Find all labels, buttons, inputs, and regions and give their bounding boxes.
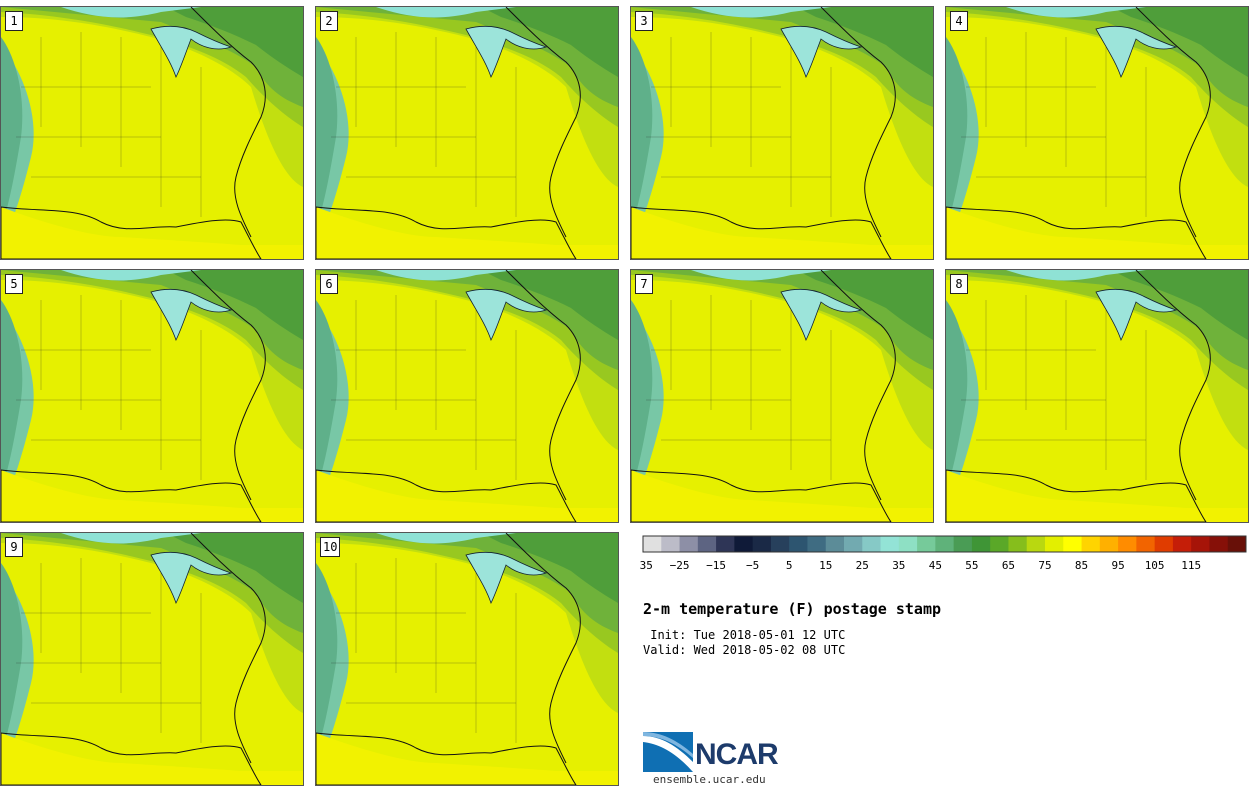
member-panel-6: 6 [315, 269, 619, 523]
colorbar-swatch [679, 536, 699, 552]
colorbar-swatch [643, 536, 662, 552]
colorbar-swatch [716, 536, 735, 552]
colorbar-tick-label: 35 [892, 559, 905, 572]
colorbar-swatch [752, 536, 772, 552]
colorbar-tick-label: 105 [1145, 559, 1165, 572]
panel-label: 10 [320, 537, 341, 557]
colorbar-swatch [953, 536, 973, 552]
figure-title: 2-m temperature (F) postage stamp [643, 600, 942, 618]
colorbar-swatch [1191, 536, 1210, 552]
member-panel-4: 4 [945, 6, 1249, 260]
colorbar-tick-label: 75 [1038, 559, 1051, 572]
member-panel-2: 2 [315, 6, 619, 260]
colorbar-swatch [880, 536, 900, 552]
colorbar-swatch [971, 536, 991, 552]
member-panel-3: 3 [630, 6, 934, 260]
colorbar-swatch [697, 536, 717, 552]
colorbar-swatch [1045, 536, 1064, 552]
colorbar-swatch [807, 536, 827, 552]
colorbar-tick-label: 65 [1002, 559, 1015, 572]
colorbar-tick-label: 45 [929, 559, 942, 572]
colorbar-swatch [1209, 536, 1229, 552]
colorbar-tick-label: −35 [640, 559, 653, 572]
member-panel-1: 1 [0, 6, 304, 260]
colorbar-swatch [935, 536, 955, 552]
colorbar-tick-label: −25 [670, 559, 690, 572]
init-time: Init: Tue 2018-05-01 12 UTC [643, 628, 846, 642]
colorbar-tick-label: −5 [746, 559, 759, 572]
colorbar-swatch [661, 536, 681, 552]
panel-label: 1 [5, 11, 23, 31]
colorbar-swatch [898, 536, 918, 552]
colorbar-swatch [825, 536, 845, 552]
colorbar-swatch [1227, 536, 1247, 552]
colorbar-tick-label: 5 [786, 559, 793, 572]
ncar-swoosh-icon [643, 732, 693, 772]
member-panel-9: 9 [0, 532, 304, 786]
panel-label: 7 [635, 274, 653, 294]
colorbar-tick-label: 95 [1111, 559, 1124, 572]
colorbar-swatch [1008, 536, 1028, 552]
panel-label: 4 [950, 11, 968, 31]
panel-label: 3 [635, 11, 653, 31]
panel-label: 9 [5, 537, 23, 557]
member-panel-7: 7 [630, 269, 934, 523]
colorbar-swatch [990, 536, 1009, 552]
colorbar-swatch [1118, 536, 1137, 552]
colorbar-swatch [789, 536, 808, 552]
valid-time: Valid: Wed 2018-05-02 08 UTC [643, 643, 846, 657]
colorbar-swatch [1154, 536, 1174, 552]
colorbar-swatch [734, 536, 754, 552]
colorbar-swatch [1081, 536, 1101, 552]
colorbar-tick-label: 55 [965, 559, 978, 572]
logo-wordmark: NCAR [695, 738, 779, 771]
temperature-colorbar: −35 −25 −15 −5 5 15 25 35 45 55 65 75 85 95 105 115 [640, 535, 1247, 572]
colorbar-swatch [1026, 536, 1046, 552]
panel-label: 5 [5, 274, 23, 294]
logo-url: ensemble.ucar.edu [653, 773, 766, 786]
colorbar-tick-label: −15 [706, 559, 726, 572]
colorbar-tick-label: 85 [1075, 559, 1088, 572]
colorbar-tick-label: 25 [856, 559, 869, 572]
panel-label: 8 [950, 274, 968, 294]
member-panel-8: 8 [945, 269, 1249, 523]
colorbar-swatch [862, 536, 882, 552]
colorbar-swatch [917, 536, 936, 552]
member-panel-10: 10 [315, 532, 619, 786]
colorbar-swatch [1063, 536, 1083, 552]
colorbar-swatch [1136, 536, 1156, 552]
member-panel-5: 5 [0, 269, 304, 523]
panel-label: 2 [320, 11, 338, 31]
colorbar-tick-label: 15 [819, 559, 832, 572]
colorbar-swatch [1172, 536, 1192, 552]
colorbar-swatch [770, 536, 790, 552]
colorbar-swatch [1099, 536, 1119, 552]
colorbar-outline [642, 535, 1247, 553]
colorbar-swatch [844, 536, 863, 552]
ncar-logo: NCAR ensemble.ucar.edu [643, 732, 793, 786]
colorbar-tick-label: 115 [1181, 559, 1201, 572]
panel-label: 6 [320, 274, 338, 294]
